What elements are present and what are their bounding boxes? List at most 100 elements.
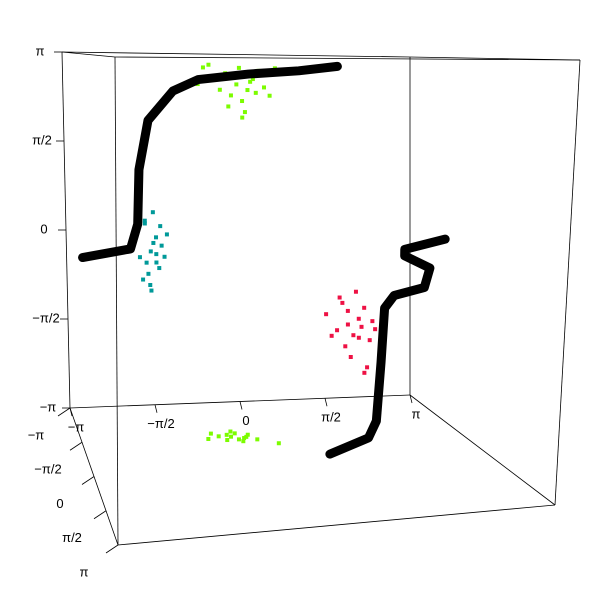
x-tick	[409, 394, 413, 404]
point	[324, 312, 329, 317]
point	[229, 434, 234, 439]
point	[367, 338, 372, 343]
y-tick-label: 0	[56, 496, 63, 511]
point	[348, 354, 353, 359]
point	[250, 77, 255, 82]
point	[255, 437, 260, 442]
point	[337, 295, 342, 300]
point	[216, 434, 221, 439]
point	[240, 99, 245, 104]
point	[240, 115, 245, 120]
box-edge	[409, 394, 556, 506]
box-edge	[117, 504, 556, 546]
point	[353, 289, 358, 294]
y-tick	[105, 544, 119, 554]
point	[248, 79, 253, 84]
z-tick-label: 0	[40, 221, 47, 236]
point	[228, 429, 233, 434]
point	[262, 85, 267, 90]
curve	[78, 61, 342, 263]
point	[340, 300, 345, 305]
point	[253, 90, 258, 95]
point	[141, 277, 146, 282]
point	[217, 87, 222, 92]
z-tick-label: π/2	[32, 132, 52, 147]
point	[343, 344, 348, 349]
point	[162, 254, 167, 259]
point	[242, 436, 247, 441]
box-edge	[114, 56, 581, 61]
x-tick	[69, 407, 73, 417]
point	[370, 319, 375, 324]
x-tick	[239, 401, 243, 410]
point	[224, 432, 229, 437]
point	[226, 104, 231, 109]
point	[335, 328, 340, 333]
y-tick-label: π/2	[62, 530, 82, 545]
point	[242, 110, 247, 115]
x-tick	[154, 404, 158, 413]
point	[208, 431, 213, 436]
point	[144, 260, 149, 265]
point	[329, 333, 334, 338]
point	[149, 288, 154, 293]
z-tick-label: π	[36, 43, 45, 58]
y-tick	[81, 476, 95, 485]
y-tick	[57, 407, 71, 417]
point	[245, 432, 250, 437]
box-edge	[554, 59, 581, 506]
point	[142, 218, 147, 223]
point	[234, 82, 239, 87]
point	[351, 333, 356, 338]
x-tick-label: 0	[242, 413, 249, 428]
point	[267, 93, 272, 98]
box-edge	[61, 51, 411, 58]
x-tick-label: π	[412, 406, 421, 421]
point	[142, 221, 147, 226]
point	[365, 365, 370, 370]
x-tick-label: π/2	[321, 410, 341, 425]
point	[236, 437, 241, 442]
z-tick-label: −π	[40, 399, 57, 414]
box-edge	[61, 51, 116, 58]
point	[137, 255, 142, 260]
point	[359, 324, 364, 329]
point	[206, 436, 211, 441]
x-tick	[324, 398, 328, 407]
point	[362, 305, 367, 310]
point	[200, 65, 205, 70]
point	[148, 282, 153, 287]
y-tick	[69, 441, 83, 451]
point	[241, 439, 246, 444]
y-tick-label: −π/2	[34, 462, 61, 477]
point	[206, 62, 211, 67]
box-edge	[409, 56, 581, 61]
y-tick	[93, 510, 107, 520]
x-tick-label: −π	[68, 419, 85, 434]
point	[154, 252, 159, 257]
point	[157, 266, 162, 271]
point	[356, 316, 361, 321]
point	[276, 441, 281, 446]
point	[345, 322, 350, 327]
point	[228, 93, 233, 98]
point	[345, 308, 350, 313]
point	[159, 243, 164, 248]
point	[154, 260, 159, 265]
point	[158, 224, 163, 229]
point	[146, 271, 151, 276]
point	[148, 249, 153, 254]
point	[151, 240, 156, 245]
point	[356, 335, 361, 340]
y-tick-label: π	[80, 564, 89, 579]
point	[164, 232, 169, 237]
point	[232, 431, 237, 436]
x-tick-label: −π/2	[147, 416, 174, 431]
point	[225, 438, 230, 443]
point	[245, 88, 250, 93]
box-edge	[114, 56, 119, 546]
point	[236, 65, 241, 70]
point	[154, 235, 159, 240]
point	[150, 210, 155, 215]
